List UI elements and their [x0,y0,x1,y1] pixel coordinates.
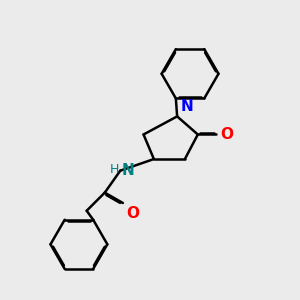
Text: O: O [126,206,139,220]
Text: N: N [180,99,193,114]
Text: O: O [220,127,233,142]
Text: H: H [110,163,119,176]
Text: N: N [122,163,134,178]
